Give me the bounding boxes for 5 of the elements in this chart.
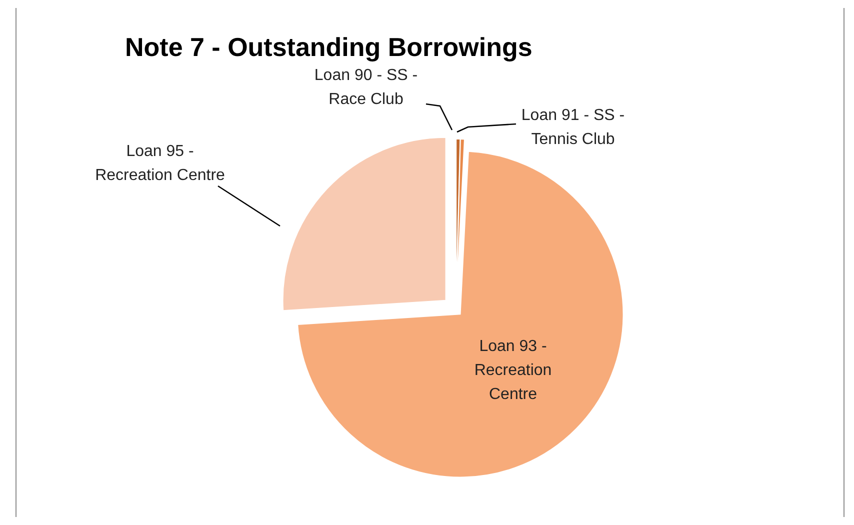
slice-label: Loan 91 - SS - Tennis Club xyxy=(521,107,625,148)
chart-title: Note 7 - Outstanding Borrowings xyxy=(125,32,532,62)
slice-label: Loan 95 - Recreation Centre xyxy=(95,143,226,184)
slice-label: Loan 90 - SS - Race Club xyxy=(314,67,418,108)
slice-label: Loan 93 - Recreation Centre xyxy=(474,338,552,403)
